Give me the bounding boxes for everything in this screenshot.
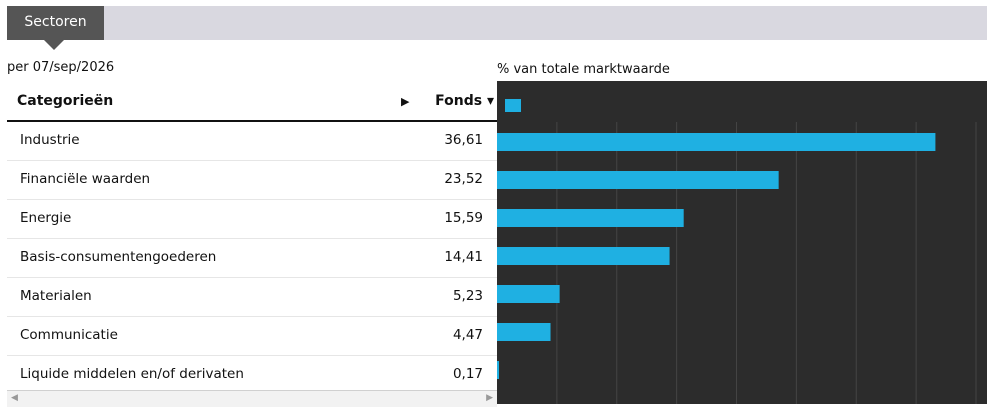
tab-bar (7, 6, 987, 40)
bar-chart (497, 81, 987, 404)
table-body: Industrie 36,61 Financiële waarden 23,52 Ene… (7, 122, 497, 395)
table-header: Categorieën ▶ Fonds ▾ (7, 84, 497, 122)
row-category-name: Materialen (20, 288, 92, 304)
table-row: Basis-consumentengoederen 14,41 (7, 239, 497, 278)
row-fonds-value: 36,61 (444, 132, 483, 148)
bar-3[interactable] (497, 209, 684, 227)
row-category-name: Energie (20, 210, 72, 226)
bar-6[interactable] (497, 323, 551, 341)
legend-swatch (505, 99, 521, 112)
horizontal-scrollbar[interactable]: ◀ ▶ (7, 390, 497, 407)
bar-1[interactable] (497, 133, 936, 151)
row-category-name: Communicatie (20, 327, 118, 343)
bar-chart-svg (497, 99, 977, 404)
table-row: Materialen 5,23 (7, 278, 497, 317)
header-fonds-sort[interactable]: Fonds ▾ (435, 93, 494, 109)
scroll-right-icon[interactable]: ▶ (486, 393, 493, 403)
play-icon[interactable]: ▶ (401, 95, 410, 108)
row-category-name: Financiële waarden (20, 171, 151, 187)
row-category-name: Liquide middelen en/of derivaten (20, 366, 244, 382)
row-fonds-value: 14,41 (444, 249, 483, 265)
bar-7[interactable] (497, 361, 500, 379)
header-category: Categorieën (17, 93, 114, 109)
bar-5[interactable] (497, 285, 560, 303)
tab-sectoren[interactable]: Sectoren (7, 6, 104, 40)
row-fonds-value: 15,59 (444, 210, 483, 226)
row-category-name: Industrie (20, 132, 80, 148)
table-row: Energie 15,59 (7, 200, 497, 239)
scroll-left-icon[interactable]: ◀ (11, 393, 18, 403)
bar-4[interactable] (497, 247, 670, 265)
table-row: Financiële waarden 23,52 (7, 161, 497, 200)
table-row: Industrie 36,61 (7, 122, 497, 161)
table-row: Communicatie 4,47 (7, 317, 497, 356)
active-tab-pointer (44, 40, 64, 50)
bar-2[interactable] (497, 171, 779, 189)
row-category-name: Basis-consumentengoederen (20, 249, 217, 265)
row-fonds-value: 0,17 (452, 366, 483, 382)
sector-table: Categorieën ▶ Fonds ▾ Industrie 36,61 Fina… (7, 84, 497, 395)
row-fonds-value: 5,23 (452, 288, 483, 304)
row-fonds-value: 23,52 (444, 171, 483, 187)
chart-caption: % van totale marktwaarde (497, 62, 670, 77)
row-fonds-value: 4,47 (452, 327, 483, 343)
as-of-date: per 07/sep/2026 (7, 60, 115, 75)
